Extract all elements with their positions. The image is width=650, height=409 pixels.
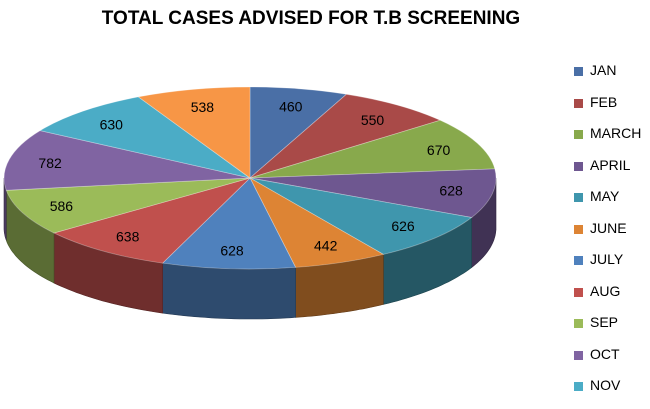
legend-swatch [574,350,583,360]
legend-swatch [574,382,583,391]
legend-swatch [574,193,583,202]
chart-title: TOTAL CASES ADVISED FOR T.B SCREENING [101,8,521,29]
pie-slice [249,86,348,179]
pie-slice [249,177,473,255]
pie-slice [39,96,251,179]
legend-swatch [574,130,583,139]
legend-label: SEP [590,314,619,330]
legend-label: MARCH [590,125,642,141]
pie-slice [249,168,497,218]
legend-label: OCT [590,345,620,362]
pie-slice [137,86,251,179]
legend-label: JAN [590,62,617,78]
pie-slice [5,177,251,234]
pie-slice [249,119,496,179]
legend-swatch [574,256,583,265]
legend-swatch [574,287,583,297]
pie-slice-side [162,262,296,320]
pie-slice [161,177,297,270]
pie-slice [249,93,442,179]
legend-swatch [574,161,583,171]
legend-swatch [574,224,583,234]
legend-label: JULY [590,251,624,267]
data-label: 538 [191,99,215,115]
data-label: 638 [116,228,140,244]
pie-slice [249,176,385,268]
legend-label: NOV [590,377,621,393]
legend-label: MAY [590,188,620,204]
data-label: 442 [314,238,338,254]
data-label: 628 [439,183,463,199]
legend-label: APRIL [590,156,631,173]
data-label: 628 [220,243,244,259]
pie-slice-side [3,178,7,241]
legend-swatch [574,98,583,108]
legend-swatch [574,67,583,76]
pie-slice [52,177,251,264]
data-label: 630 [100,117,124,133]
data-label: 626 [391,218,415,234]
legend-label: FEB [590,93,618,110]
data-label: 586 [50,198,74,214]
legend-swatch [574,319,583,328]
data-label: 782 [38,155,62,171]
pie-slice [3,130,251,191]
legend-label: AUG [590,282,621,299]
data-label: 670 [427,142,451,158]
data-label: 460 [279,99,303,115]
pie-chart: 460 550 670 628 626 442 628 638 586 782 630 538 [3,86,497,320]
data-label: 550 [361,112,385,128]
legend-label: JUNE [590,219,627,236]
